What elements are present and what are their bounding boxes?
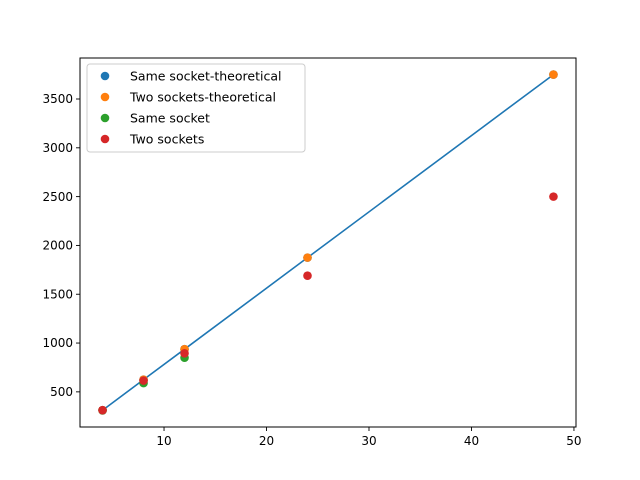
x-tick-label-1: 20 [259,434,274,448]
point-series-3-4 [549,192,558,201]
legend-label-1: Two sockets-theoretical [129,89,276,104]
legend-label-3: Two sockets [129,131,204,146]
x-tick-label-3: 40 [464,434,479,448]
point-series-1-3 [303,253,312,262]
legend-marker-2 [100,113,110,123]
legend-marker-3 [100,134,110,144]
y-tick-label-3: 2000 [42,239,73,253]
point-series-3-0 [98,405,107,415]
point-series-3-2 [180,349,189,358]
x-tick-label-4: 50 [566,434,581,448]
y-axis: 500 1000 1500 2000 2500 3000 3500 [42,92,80,399]
y-tick-label-4: 2500 [42,190,73,204]
legend-marker-1 [100,92,110,102]
x-tick-label-0: 10 [156,434,171,448]
y-tick-label-5: 3000 [42,141,73,155]
legend: Same socket-theoretical Two sockets-theor… [86,63,306,153]
point-series-3-1 [139,376,148,385]
plot-frame [79,57,577,428]
x-axis: 10 20 30 40 50 [156,427,582,448]
legend-label-0: Same socket-theoretical [130,68,281,83]
y-tick-label-1: 1000 [42,336,73,350]
legend-box [86,63,306,153]
y-tick-label-2: 1500 [42,287,73,301]
x-tick-label-2: 30 [361,434,376,448]
legend-marker-0 [100,71,110,81]
point-series-1-4 [549,70,558,79]
legend-label-2: Same socket [130,110,210,125]
y-tick-label-0: 500 [50,385,73,399]
y-tick-label-6: 3500 [42,92,73,106]
chart-marks [98,70,558,415]
point-series-3-3 [303,271,312,280]
